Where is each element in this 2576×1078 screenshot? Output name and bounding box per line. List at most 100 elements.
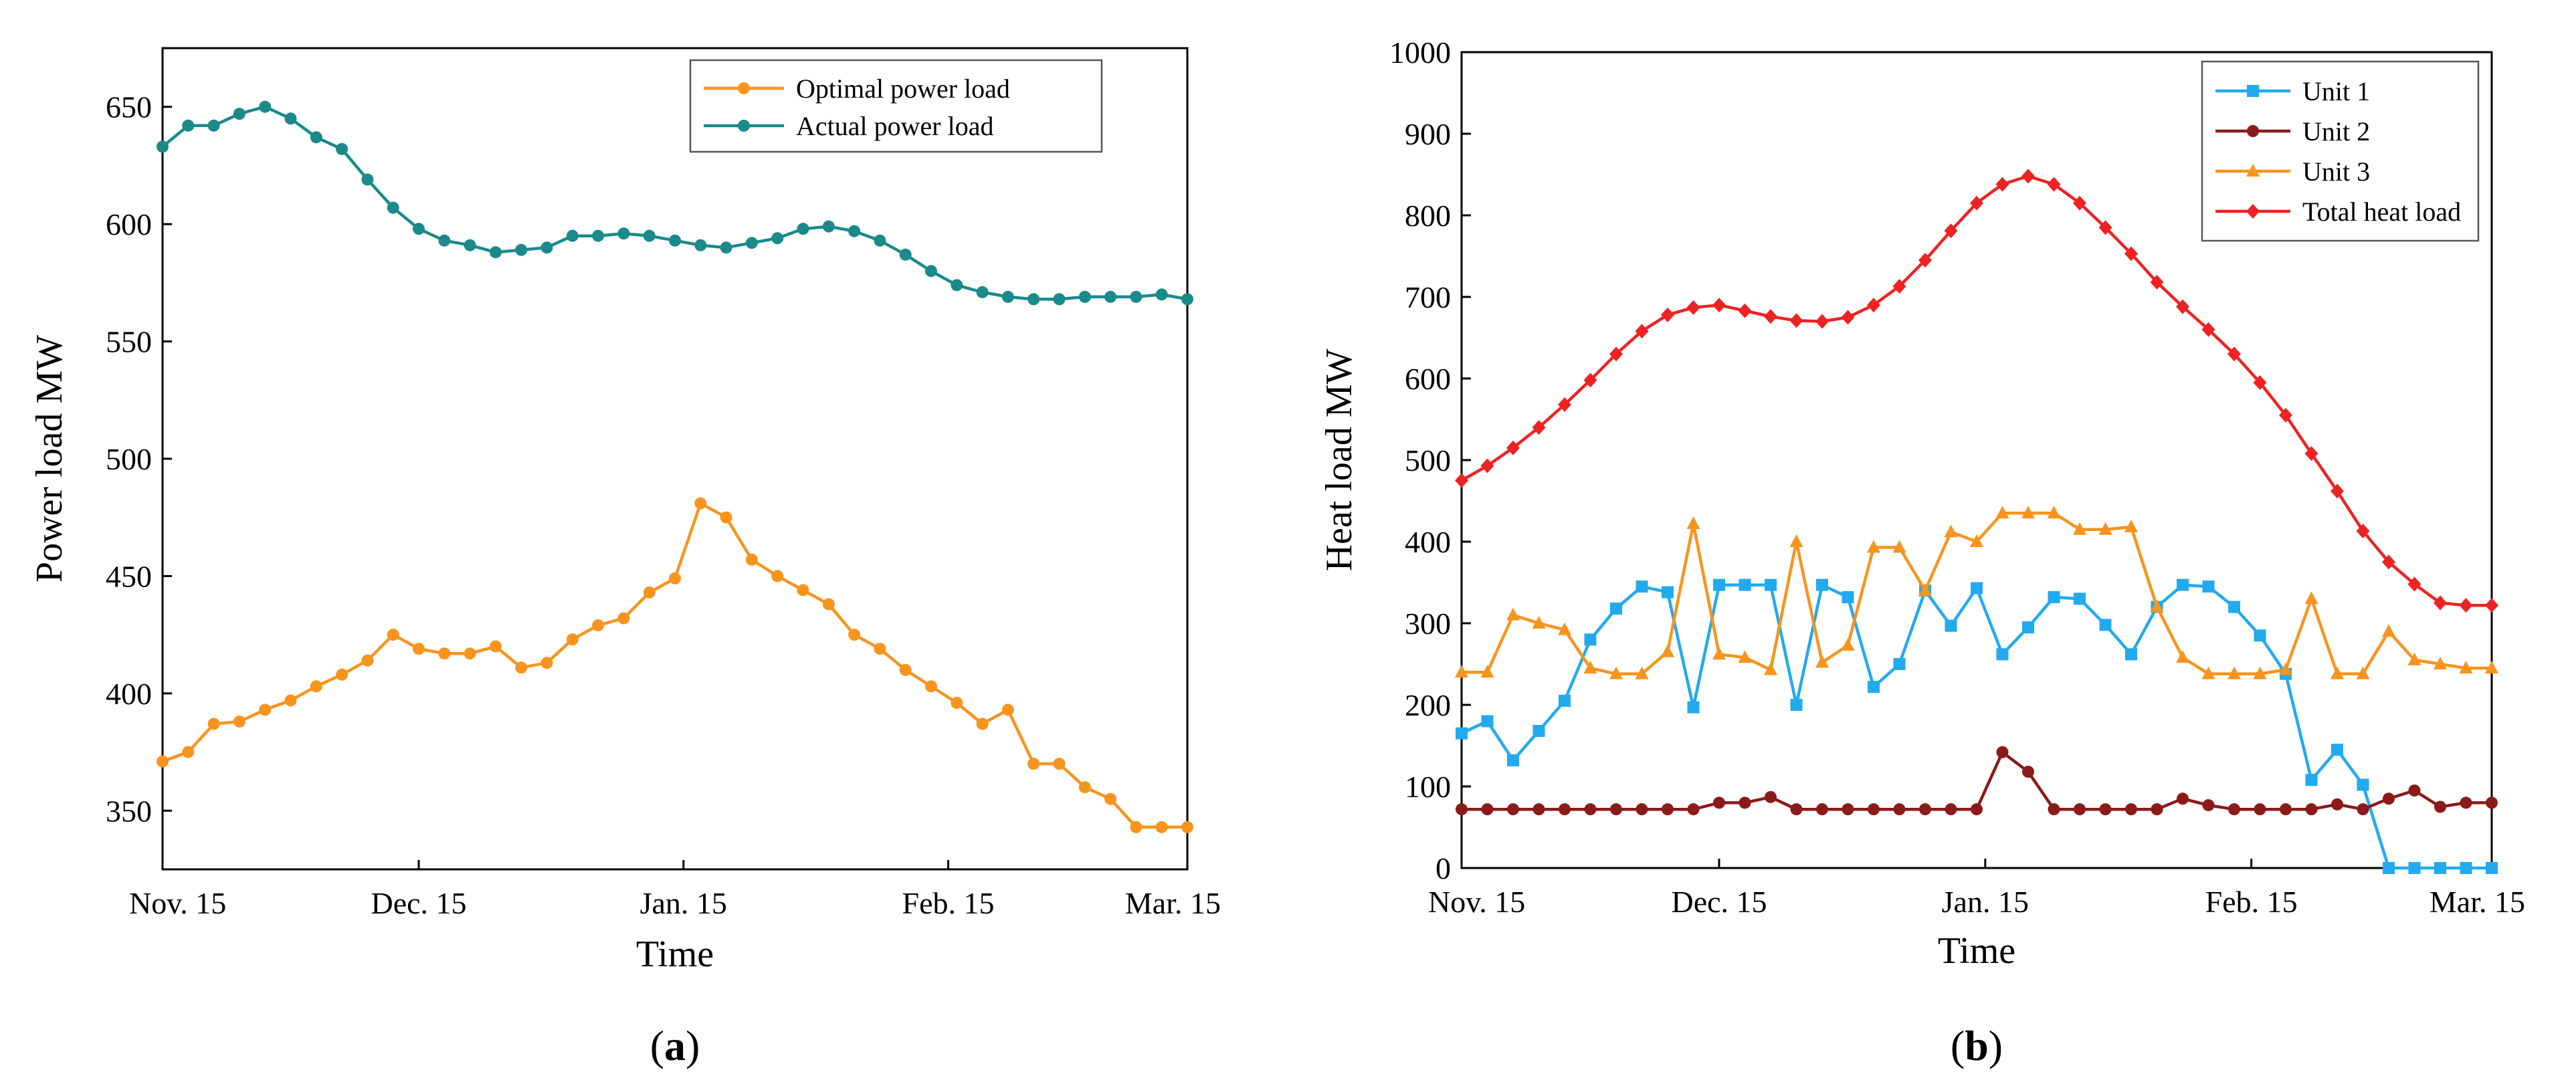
data-point (1738, 650, 1752, 663)
data-point (745, 553, 758, 566)
data-point (2356, 666, 2370, 679)
data-point (1971, 803, 1983, 816)
legend-marker (738, 82, 750, 94)
data-point (1687, 803, 1700, 816)
data-point (1867, 540, 1880, 553)
legend-label: Optimal power load (796, 74, 1010, 104)
data-point (1558, 622, 1571, 635)
data-point (182, 119, 195, 132)
data-point (566, 633, 579, 646)
data-point (1559, 694, 1571, 707)
legend-item: Actual power load (704, 111, 993, 141)
data-point (2279, 662, 2292, 675)
data-point (1661, 307, 1674, 322)
x-tick-label: Jan. 15 (1942, 885, 2029, 919)
data-point (669, 234, 681, 247)
data-point (771, 232, 784, 245)
data-point (1970, 195, 1983, 211)
data-point (2022, 766, 2034, 778)
data-point (1790, 803, 1803, 816)
series-actual-power-load (157, 100, 1193, 306)
data-point (797, 223, 809, 235)
data-point (1764, 309, 1777, 324)
data-point (874, 643, 886, 655)
data-point (515, 243, 528, 256)
data-point (1583, 661, 1597, 674)
data-point (1687, 701, 1700, 714)
data-point (182, 746, 195, 758)
series-unit-3 (1455, 506, 2498, 679)
data-point (1841, 310, 1855, 325)
data-point (694, 239, 707, 251)
y-tick-label: 700 (1405, 280, 1451, 314)
data-point (720, 241, 732, 254)
y-axis-label: Power load MW (29, 335, 70, 582)
x-tick-label: Dec. 15 (1671, 885, 1767, 919)
data-point (1558, 397, 1571, 413)
x-tick-label: Feb. 15 (902, 886, 995, 920)
data-point (1635, 324, 1649, 339)
legend-label: Unit 2 (2302, 116, 2370, 146)
y-tick-label: 500 (1405, 443, 1451, 477)
y-tick-label: 1000 (1389, 35, 1451, 70)
data-point (1815, 314, 1829, 329)
data-point (1842, 590, 1854, 603)
data-point (1713, 578, 1725, 591)
data-point (2073, 522, 2086, 535)
data-point (1789, 534, 1803, 547)
legend-label: Total heat load (2302, 197, 2461, 227)
legend-item: Unit 2 (2215, 116, 2370, 146)
data-point (745, 237, 758, 249)
data-point (1636, 803, 1648, 816)
data-point (387, 201, 399, 214)
data-point (2047, 177, 2061, 192)
data-point (2202, 799, 2215, 812)
data-point (157, 755, 169, 768)
series-line (162, 502, 1187, 829)
data-point (2253, 666, 2267, 679)
data-point (2485, 598, 2498, 613)
data-point (2201, 666, 2215, 679)
data-point (1001, 290, 1014, 303)
legend-item: Total heat load (2215, 197, 2461, 227)
data-point (1842, 803, 1854, 816)
data-point (1532, 616, 1546, 629)
data-point (2460, 796, 2472, 809)
y-tick-label: 350 (106, 794, 152, 828)
data-point (2357, 803, 2369, 816)
data-point (1481, 803, 1494, 816)
data-point (1609, 666, 1623, 679)
data-point (515, 661, 528, 674)
data-point (540, 657, 553, 669)
data-point (976, 286, 989, 298)
data-point (413, 643, 425, 655)
data-point (1559, 803, 1571, 816)
y-tick-label: 600 (106, 207, 152, 241)
data-point (951, 696, 963, 709)
x-tick-label: Mar. 15 (2430, 885, 2525, 919)
data-point (310, 131, 322, 144)
data-point (2048, 803, 2060, 816)
data-point (1816, 578, 1828, 591)
data-point (1765, 790, 1777, 803)
data-point (336, 142, 349, 155)
data-point (643, 229, 656, 242)
data-point (1945, 803, 1957, 816)
panel-label: (a) (650, 1022, 700, 1069)
data-point (2150, 599, 2164, 613)
data-point (1970, 534, 1983, 547)
data-point (797, 584, 809, 597)
data-point (2074, 592, 2086, 605)
legend-label: Actual power load (796, 111, 993, 141)
data-point (1130, 821, 1143, 833)
x-tick-label: Nov. 15 (129, 886, 226, 920)
data-point (1053, 293, 1066, 306)
legend-label: Unit 3 (2302, 156, 2370, 187)
data-point (2486, 796, 2498, 809)
data-point (1027, 293, 1040, 306)
data-point (233, 108, 245, 120)
data-point (1456, 727, 1468, 740)
series-unit-2 (1456, 746, 2498, 816)
data-point (822, 598, 835, 611)
